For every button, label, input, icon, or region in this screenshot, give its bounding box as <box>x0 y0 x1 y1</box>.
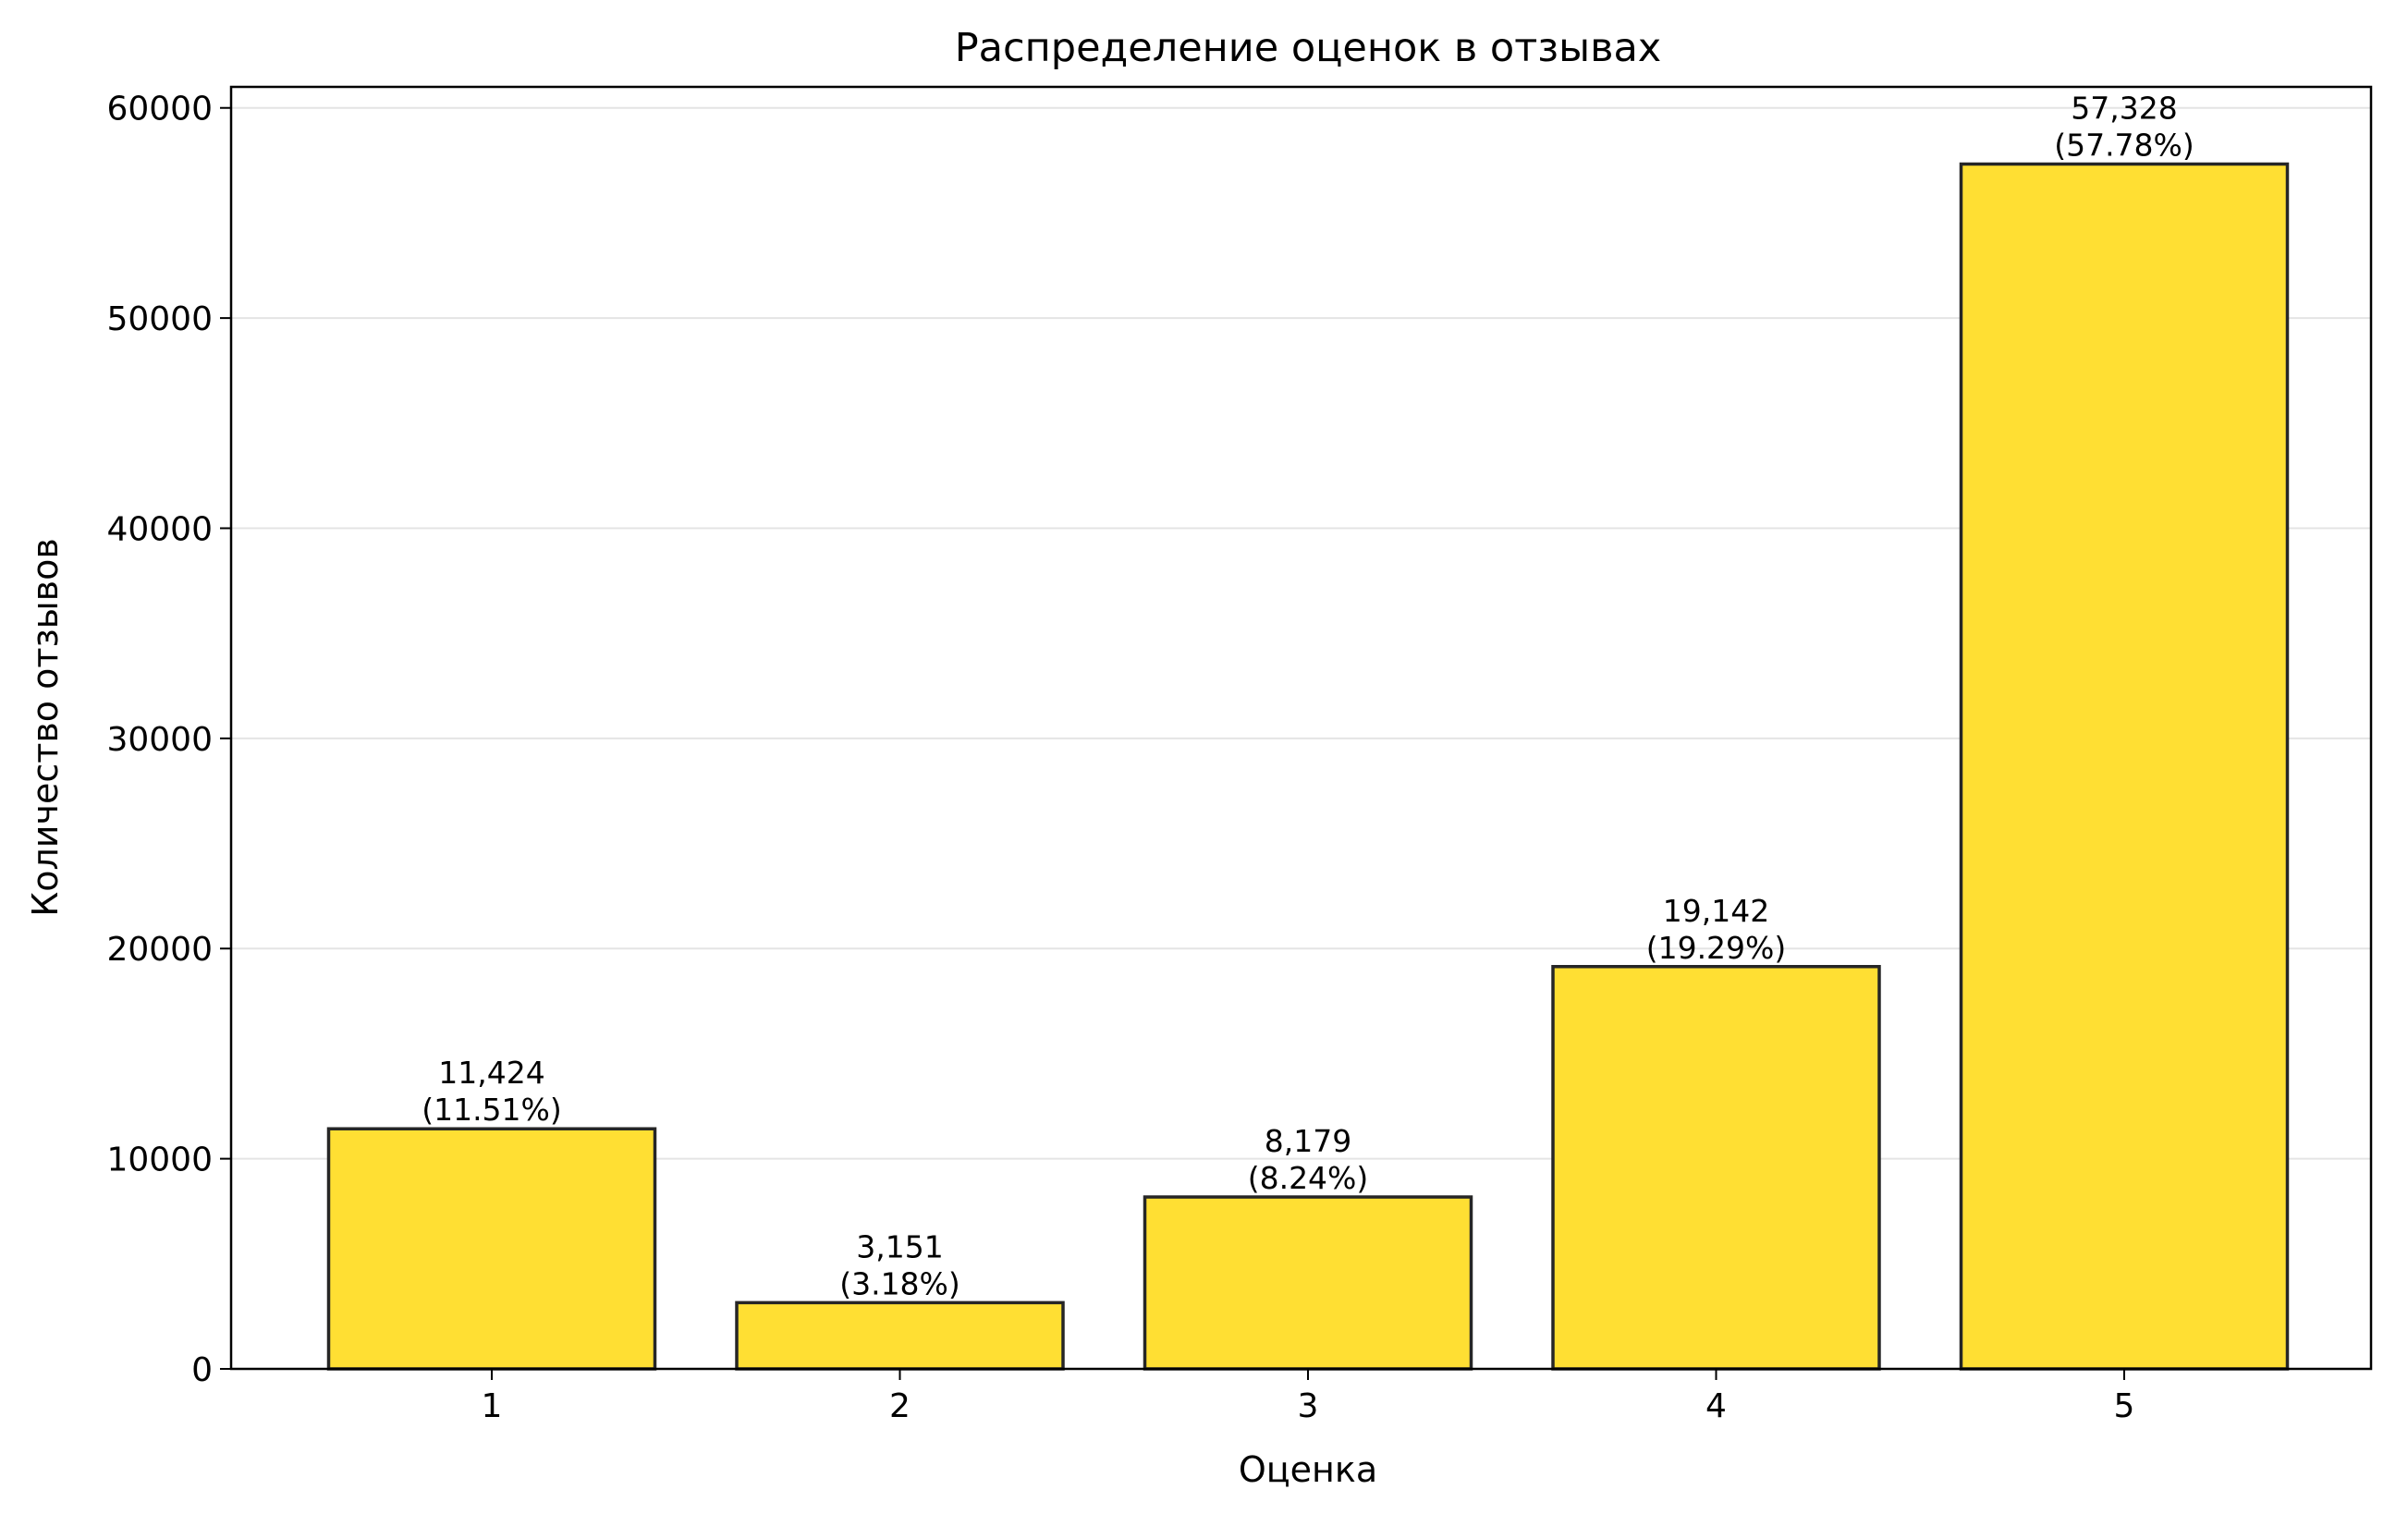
bar-percent-label: (8.24%) <box>1248 1160 1369 1196</box>
y-tick-label: 30000 <box>106 721 213 759</box>
x-tick-label: 5 <box>2114 1387 2135 1425</box>
bar-percent-label: (57.78%) <box>2054 127 2194 163</box>
bar-value-label: 19,142 <box>1663 893 1769 929</box>
x-axis-ticks: 1 2 3 4 5 <box>482 1369 2135 1425</box>
bar-1 <box>326 1127 657 1371</box>
bar-value-label: 3,151 <box>856 1228 943 1264</box>
y-tick-label: 60000 <box>106 91 213 128</box>
y-axis-ticks: 0 10000 20000 30000 40000 50000 60000 <box>106 91 231 1389</box>
plot-frame <box>229 85 2373 1371</box>
x-axis-label: Оценка <box>1239 1449 1377 1490</box>
bar-2 <box>735 1300 1065 1371</box>
y-tick-label: 0 <box>191 1351 213 1389</box>
bars <box>326 162 2290 1371</box>
bar-5 <box>1959 162 2290 1371</box>
y-axis-label: Количество отзывов <box>25 538 66 916</box>
bar-value-label: 57,328 <box>2071 90 2177 126</box>
x-tick-label: 3 <box>1298 1387 1319 1425</box>
bar-percent-label: (3.18%) <box>839 1265 960 1301</box>
x-tick-label: 1 <box>482 1387 503 1425</box>
bar-value-label: 11,424 <box>438 1055 544 1091</box>
bar-percent-label: (19.29%) <box>1646 930 1787 966</box>
bar-4 <box>1551 965 1881 1371</box>
bar-3 <box>1143 1195 1473 1371</box>
bar-percent-label: (11.51%) <box>422 1092 562 1128</box>
y-tick-label: 20000 <box>106 931 213 969</box>
y-tick-label: 50000 <box>106 300 213 338</box>
y-tick-label: 10000 <box>106 1142 213 1179</box>
x-tick-label: 2 <box>889 1387 911 1425</box>
x-tick-label: 4 <box>1705 1387 1727 1425</box>
bar-value-label: 8,179 <box>1265 1123 1351 1159</box>
data-labels: 11,424(11.51%) 3,151(3.18%) 8,179(8.24%) 19… <box>422 90 2194 1301</box>
chart-title: Распределение оценок в отзывах <box>955 25 1662 71</box>
y-tick-label: 40000 <box>106 510 213 548</box>
